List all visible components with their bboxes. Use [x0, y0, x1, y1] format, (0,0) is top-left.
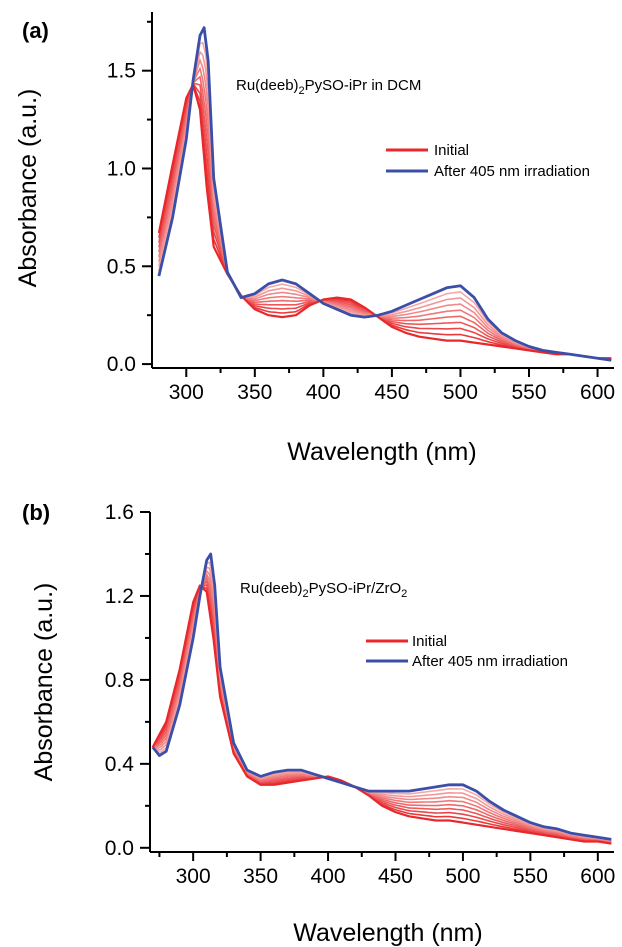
series-line-initial: [157, 83, 612, 360]
y-tick-label: 1.2: [105, 585, 134, 608]
y-axis-label: Absorbance (a.u.): [14, 89, 42, 288]
y-axis-label: Absorbance (a.u.): [30, 583, 58, 782]
panel-label: (b): [22, 500, 50, 525]
y-tick-label: 0.5: [107, 255, 136, 278]
panel-label: (a): [22, 18, 49, 43]
series-lines: [151, 552, 612, 845]
x-tick-label: 350: [237, 381, 272, 404]
x-tick-label: 450: [378, 865, 413, 888]
x-tick-label: 300: [176, 865, 211, 888]
x-axis-label: Wavelength (nm): [293, 919, 482, 947]
x-tick-label: 300: [169, 381, 204, 404]
x-tick-label: 450: [374, 381, 409, 404]
x-tick-label: 400: [306, 381, 341, 404]
legend-label-initial: Initial: [412, 633, 447, 650]
sample-annotation: Ru(deeb)2PySO-iPr/ZrO2: [240, 580, 407, 600]
series-line-initial: [151, 584, 612, 845]
y-tick-label: 1.6: [105, 501, 134, 524]
x-tick-label: 550: [511, 381, 546, 404]
x-tick-label: 550: [513, 865, 548, 888]
legend: Initial After 405 nm irradiation: [366, 633, 568, 670]
y-tick-label: 1.5: [107, 60, 136, 83]
series-lines: [157, 26, 612, 362]
y-tick-label: 0.0: [107, 353, 136, 376]
panel-a: (a) Absorbance (a.u.) Wavelength (nm) Ru…: [14, 12, 615, 466]
x-tick-label: 500: [445, 865, 480, 888]
y-tick-label: 0.8: [105, 669, 134, 692]
legend: Initial After 405 nm irradiation: [386, 142, 590, 180]
x-tick-label: 500: [443, 381, 478, 404]
x-tick-label: 600: [580, 381, 615, 404]
series-line-after-irradiation: [151, 552, 612, 841]
series-line-after-irradiation: [157, 26, 612, 362]
legend-label-after: After 405 nm irradiation: [412, 653, 568, 670]
panel-b: (b) Absorbance (a.u.) Wavelength (nm) Ru…: [22, 500, 615, 947]
legend-label-initial: Initial: [434, 142, 469, 159]
legend-label-after: After 405 nm irradiation: [434, 163, 590, 180]
x-tick-label: 600: [580, 865, 615, 888]
x-tick-label: 400: [311, 865, 346, 888]
y-tick-label: 0.4: [105, 753, 135, 776]
y-tick-label: 1.0: [107, 157, 136, 180]
axes: 300 350 400 450 500 550 600 0.0 0.5 1.0 1.5: [107, 12, 615, 404]
axes: 300 350 400 450 500 550 600 0.0 0.4 0.8 1.2 1.6: [105, 501, 616, 888]
x-tick-label: 350: [243, 865, 278, 888]
y-tick-label: 0.0: [105, 837, 134, 860]
sample-annotation: Ru(deeb)2PySO-iPr in DCM: [236, 77, 421, 97]
x-axis-label: Wavelength (nm): [287, 438, 476, 466]
